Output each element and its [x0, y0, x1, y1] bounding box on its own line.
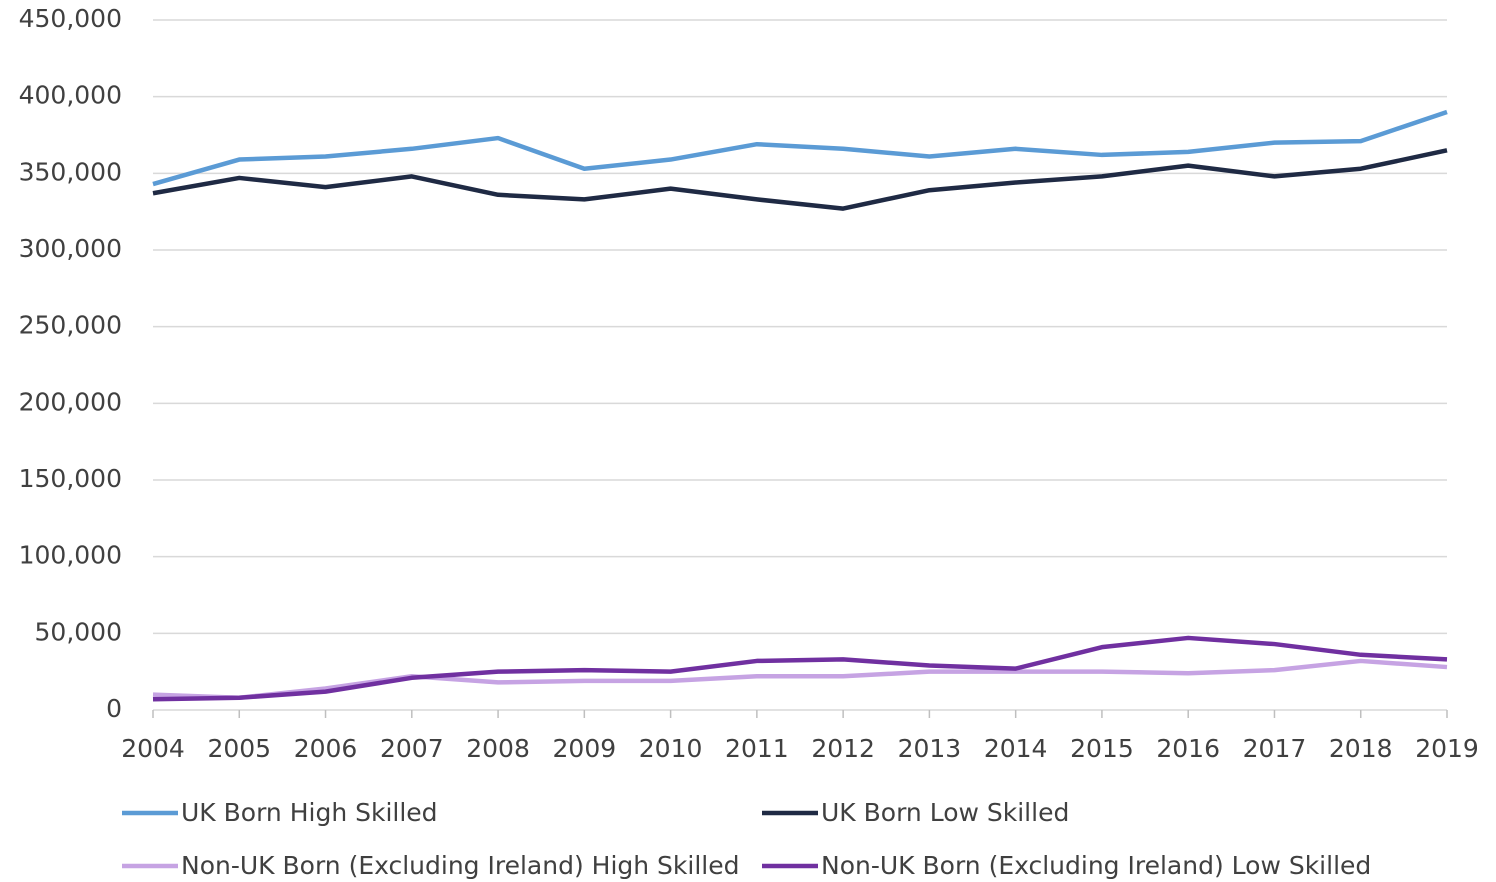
- y-tick-label: 50,000: [35, 617, 122, 646]
- y-tick-label: 450,000: [19, 4, 122, 33]
- x-tick-label: 2008: [466, 734, 530, 763]
- x-tick-label: 2013: [898, 734, 962, 763]
- legend-label: Non-UK Born (Excluding Ireland) High Ski…: [181, 851, 740, 880]
- x-tick-label: 2011: [725, 734, 789, 763]
- x-tick-label: 2007: [380, 734, 444, 763]
- series-line: [152, 148, 1448, 211]
- y-tick-label: 100,000: [19, 541, 122, 570]
- series-line: [152, 658, 1448, 700]
- x-tick-label: 2019: [1415, 734, 1479, 763]
- y-tick-label: 350,000: [19, 157, 122, 186]
- legend-label: UK Born High Skilled: [181, 798, 438, 827]
- y-tick-label: 0: [106, 694, 122, 723]
- x-tick-label: 2005: [207, 734, 271, 763]
- x-tick-label: 2012: [811, 734, 875, 763]
- x-tick-label: 2010: [639, 734, 703, 763]
- x-tick-label: 2015: [1070, 734, 1134, 763]
- y-tick-label: 400,000: [19, 81, 122, 110]
- x-tick-label: 2009: [553, 734, 617, 763]
- legend-label: Non-UK Born (Excluding Ireland) Low Skil…: [821, 851, 1371, 880]
- x-tick-label: 2004: [121, 734, 185, 763]
- y-tick-label: 300,000: [19, 234, 122, 263]
- legend-label: UK Born Low Skilled: [821, 798, 1069, 827]
- x-tick-label: 2018: [1329, 734, 1393, 763]
- x-tick-label: 2016: [1156, 734, 1220, 763]
- y-tick-label: 200,000: [19, 387, 122, 416]
- series-line: [152, 635, 1448, 702]
- y-tick-label: 150,000: [19, 464, 122, 493]
- x-tick-label: 2017: [1243, 734, 1307, 763]
- series-line: [152, 109, 1448, 187]
- y-tick-label: 250,000: [19, 311, 122, 340]
- x-tick-label: 2006: [294, 734, 358, 763]
- x-tick-label: 2014: [984, 734, 1048, 763]
